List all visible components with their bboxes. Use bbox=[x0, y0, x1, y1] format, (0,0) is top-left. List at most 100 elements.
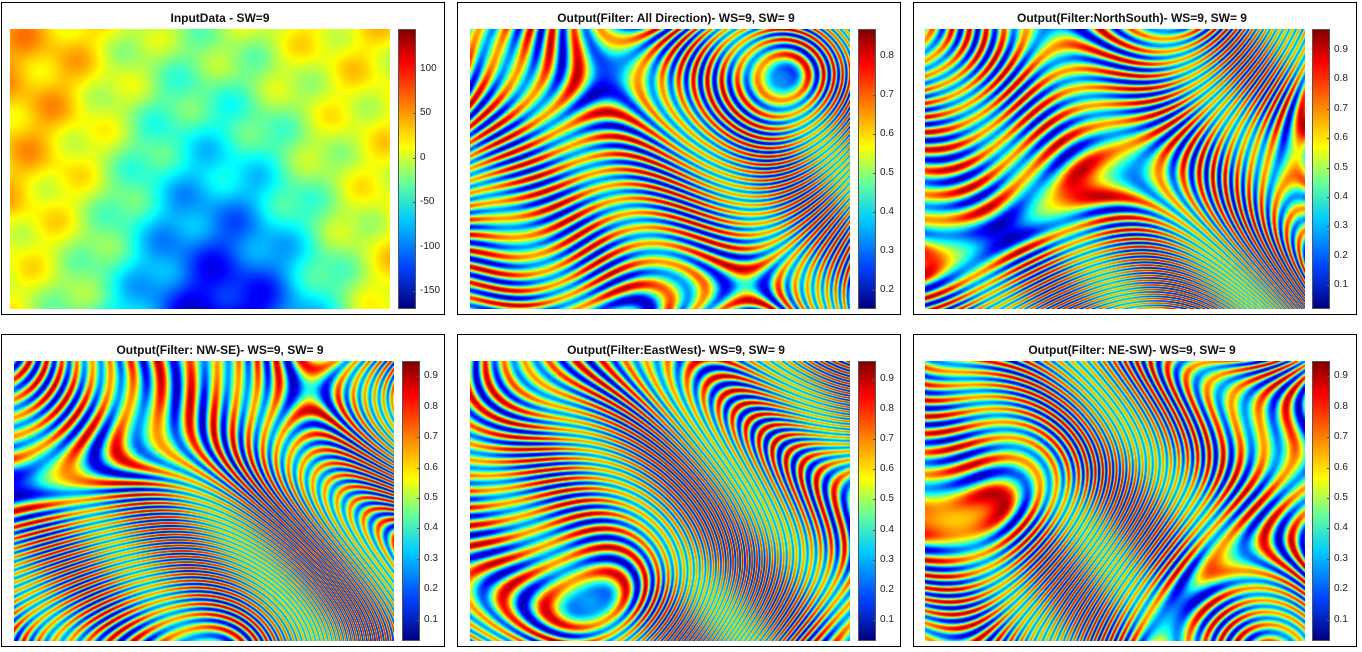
colorbar-tick-label: 0.5 bbox=[880, 493, 894, 505]
colorbar-tick-label: 0.8 bbox=[880, 50, 894, 62]
heatmap-image bbox=[14, 361, 394, 641]
colorbar-tick-mark bbox=[1327, 197, 1330, 198]
heatmap-image bbox=[925, 29, 1305, 309]
colorbar-tick-label: 0.3 bbox=[1334, 220, 1348, 232]
colorbar-tick-label: 0.4 bbox=[1334, 191, 1348, 202]
colorbar-tick-label: -50 bbox=[420, 196, 435, 208]
colorbar-tick-mark bbox=[417, 376, 420, 378]
colorbar-tick-mark bbox=[873, 439, 876, 441]
colorbar-tick-label: 0.6 bbox=[1334, 461, 1348, 473]
panel-title: Output(Filter:NorthSouth)- WS=9, SW= 9 bbox=[1017, 11, 1247, 25]
colorbar bbox=[858, 29, 876, 309]
colorbar-tick-mark bbox=[417, 497, 420, 499]
heatmap-image bbox=[470, 361, 850, 641]
colorbar-tick-label: 0.2 bbox=[880, 583, 894, 595]
panel-title: Output(Filter:EastWest)- WS=9, SW= 9 bbox=[567, 343, 785, 357]
colorbar-tick-label: 0.6 bbox=[880, 128, 894, 139]
colorbar-tick-label: 0.3 bbox=[424, 552, 438, 564]
colorbar-tick-label: 0.9 bbox=[424, 370, 438, 382]
colorbar-tick-mark bbox=[873, 529, 876, 531]
colorbar-tick-mark bbox=[413, 113, 416, 115]
heatmap-image bbox=[470, 29, 850, 309]
colorbar-tick-mark bbox=[1327, 528, 1330, 530]
colorbar-tick-mark bbox=[1327, 108, 1330, 110]
colorbar-tick-mark bbox=[417, 589, 420, 591]
panel-north-south: Output(Filter:NorthSouth)- WS=9, SW= 9 0… bbox=[913, 2, 1357, 315]
colorbar-tick-label: 0.9 bbox=[880, 373, 894, 385]
colorbar-tick-label: 0 bbox=[420, 151, 426, 163]
colorbar-tick-mark bbox=[1327, 497, 1330, 499]
colorbar-tick-mark bbox=[873, 134, 876, 135]
colorbar-tick-label: 0.6 bbox=[1334, 132, 1348, 144]
colorbar bbox=[858, 361, 876, 641]
colorbar-tick-mark bbox=[1327, 79, 1330, 81]
colorbar-tick-mark bbox=[1327, 589, 1330, 591]
colorbar-tick-mark bbox=[417, 619, 420, 621]
colorbar-tick-label: 0.4 bbox=[424, 522, 438, 534]
colorbar-tick-label: 0.7 bbox=[880, 433, 894, 445]
colorbar bbox=[1312, 29, 1330, 309]
colorbar-tick-label: 0.8 bbox=[1334, 400, 1348, 412]
colorbar-tick-mark bbox=[873, 469, 876, 471]
colorbar-tick-mark bbox=[417, 406, 420, 408]
colorbar-tick-label: 0.4 bbox=[880, 205, 894, 217]
colorbar-tick-label: 0.1 bbox=[424, 613, 438, 625]
colorbar-tick-mark bbox=[413, 202, 416, 204]
colorbar-tick-mark bbox=[873, 619, 876, 621]
colorbar-tick-label: 0.4 bbox=[1334, 522, 1348, 534]
colorbar bbox=[1312, 361, 1330, 641]
colorbar-tick-mark bbox=[417, 558, 420, 560]
colorbar-tick-mark bbox=[1327, 376, 1330, 378]
colorbar-tick-label: -150 bbox=[420, 285, 441, 297]
colorbar bbox=[402, 361, 420, 641]
colorbar-tick-label: 0.8 bbox=[880, 403, 894, 415]
panel-all-direction: Output(Filter: All Direction)- WS=9, SW=… bbox=[457, 2, 901, 315]
colorbar-tick-mark bbox=[873, 499, 876, 501]
colorbar-tick-label: 0.6 bbox=[880, 463, 894, 475]
panel-title: Output(Filter: NW-SE)- WS=9, SW= 9 bbox=[116, 343, 324, 357]
colorbar-tick-label: 0.6 bbox=[424, 461, 438, 473]
colorbar-tick-label: 0.5 bbox=[1334, 491, 1348, 503]
panel-nw-se: Output(Filter: NW-SE)- WS=9, SW= 9 0.9 0.… bbox=[1, 334, 445, 647]
colorbar-tick-label: 0.1 bbox=[1334, 613, 1348, 625]
colorbar-tick-mark bbox=[1327, 437, 1330, 439]
colorbar-tick-mark bbox=[873, 589, 876, 591]
colorbar-tick-label: 0.9 bbox=[1334, 370, 1348, 382]
colorbar-tick-mark bbox=[1327, 558, 1330, 560]
colorbar-tick-label: 0.7 bbox=[1334, 102, 1348, 114]
colorbar-tick-mark bbox=[1327, 49, 1330, 51]
colorbar-tick-label: 0.2 bbox=[1334, 249, 1348, 261]
colorbar-tick-label: 0.2 bbox=[424, 583, 438, 595]
colorbar-tick-mark bbox=[413, 157, 416, 159]
colorbar-tick-label: 0.3 bbox=[880, 553, 894, 565]
colorbar-tick-label: 100 bbox=[420, 63, 437, 74]
colorbar-tick-label: 0.8 bbox=[424, 400, 438, 412]
colorbar-tick-label: 0.8 bbox=[1334, 73, 1348, 85]
colorbar-tick-label: 0.7 bbox=[880, 89, 894, 101]
colorbar-tick-label: 0.2 bbox=[880, 283, 894, 295]
colorbar-tick-label: 0.2 bbox=[1334, 583, 1348, 595]
colorbar-tick-mark bbox=[1327, 467, 1330, 469]
colorbar-tick-label: 0.4 bbox=[880, 523, 894, 535]
colorbar-tick-mark bbox=[873, 250, 876, 252]
colorbar-tick-label: 0.5 bbox=[880, 166, 894, 178]
colorbar-tick-mark bbox=[873, 172, 876, 174]
colorbar-tick-label: 0.9 bbox=[1334, 43, 1348, 55]
colorbar-tick-mark bbox=[873, 379, 876, 381]
colorbar-tick-mark bbox=[417, 467, 420, 469]
panel-east-west: Output(Filter:EastWest)- WS=9, SW= 9 0.9… bbox=[457, 334, 901, 647]
colorbar-tick-mark bbox=[1327, 167, 1330, 169]
colorbar-tick-mark bbox=[873, 559, 876, 561]
colorbar-tick-label: 0.3 bbox=[880, 244, 894, 256]
colorbar-tick-mark bbox=[1327, 255, 1330, 257]
colorbar-tick-mark bbox=[1327, 138, 1330, 140]
panel-title: Output(Filter: NE-SW)- WS=9, SW= 9 bbox=[1028, 343, 1236, 357]
colorbar-tick-mark bbox=[873, 211, 876, 213]
colorbar-tick-mark bbox=[873, 95, 876, 97]
colorbar-tick-mark bbox=[873, 409, 876, 411]
colorbar bbox=[398, 29, 416, 309]
panel-ne-sw: Output(Filter: NE-SW)- WS=9, SW= 9 0.9 0.… bbox=[913, 334, 1357, 647]
colorbar-tick-mark bbox=[1327, 285, 1330, 287]
heatmap-image bbox=[925, 361, 1305, 641]
colorbar-tick-mark bbox=[417, 528, 420, 530]
